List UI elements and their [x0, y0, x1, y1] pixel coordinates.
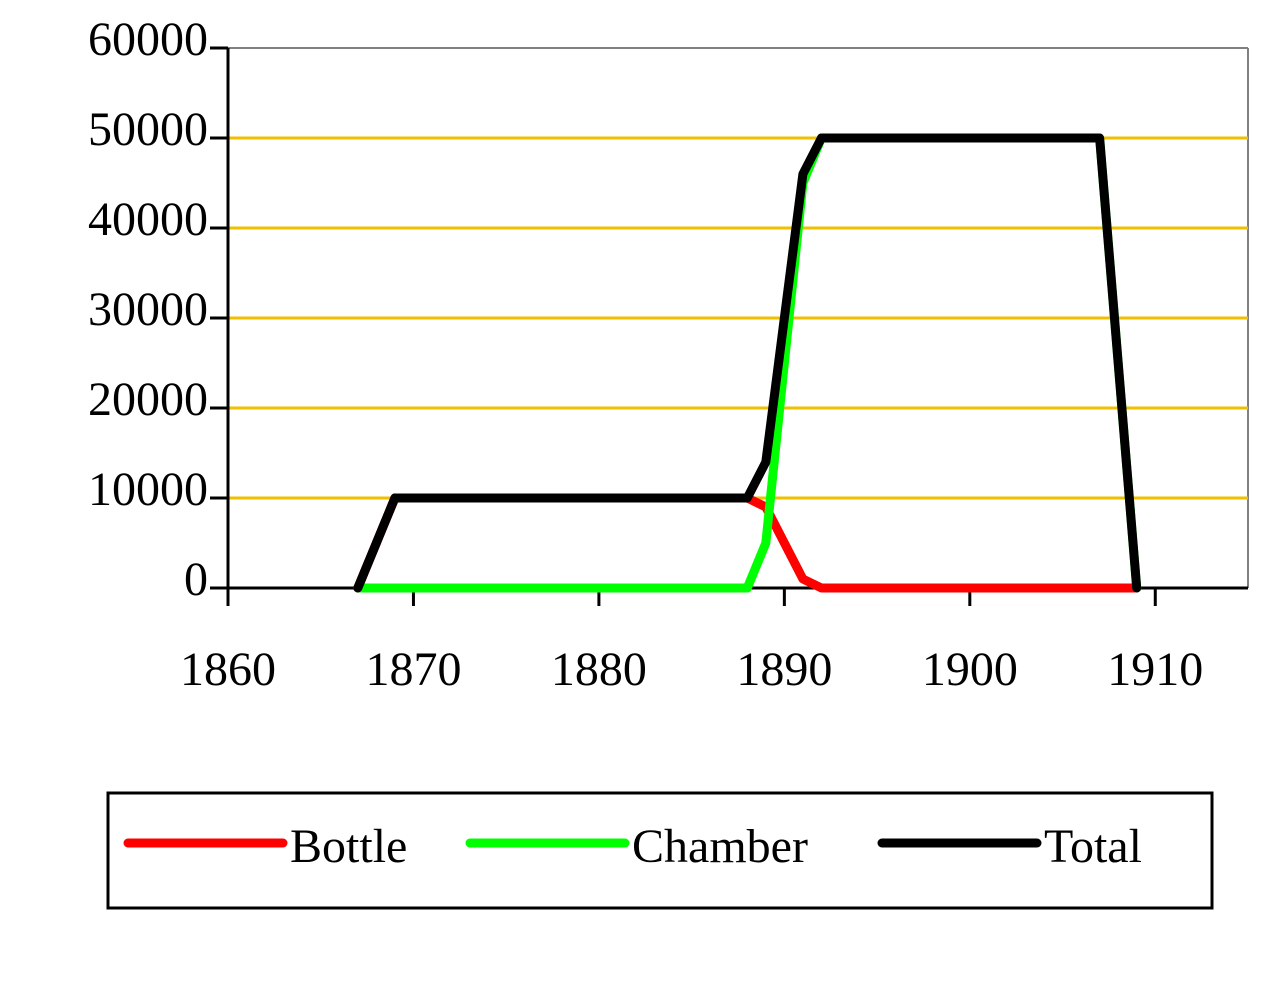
y-tick-label: 30000	[88, 283, 208, 336]
y-tick-label: 20000	[88, 373, 208, 426]
y-tick-label: 10000	[88, 463, 208, 516]
x-tick-label: 1860	[180, 643, 276, 696]
x-tick-label: 1890	[736, 643, 832, 696]
y-tick-label: 50000	[88, 103, 208, 156]
x-tick-label: 1910	[1107, 643, 1203, 696]
y-tick-label: 40000	[88, 193, 208, 246]
series-line	[353, 133, 1142, 593]
legend-label: Bottle	[290, 820, 407, 873]
legend-label: Chamber	[632, 820, 808, 873]
series-line	[353, 493, 1142, 593]
legend-label: Total	[1044, 820, 1142, 873]
x-tick-label: 1870	[365, 643, 461, 696]
y-tick-label: 0	[184, 553, 208, 606]
legend-box	[106, 791, 1214, 910]
series-line	[353, 133, 1142, 593]
x-tick-label: 1900	[922, 643, 1018, 696]
x-tick-label: 1880	[551, 643, 647, 696]
y-tick-label: 60000	[88, 13, 208, 66]
